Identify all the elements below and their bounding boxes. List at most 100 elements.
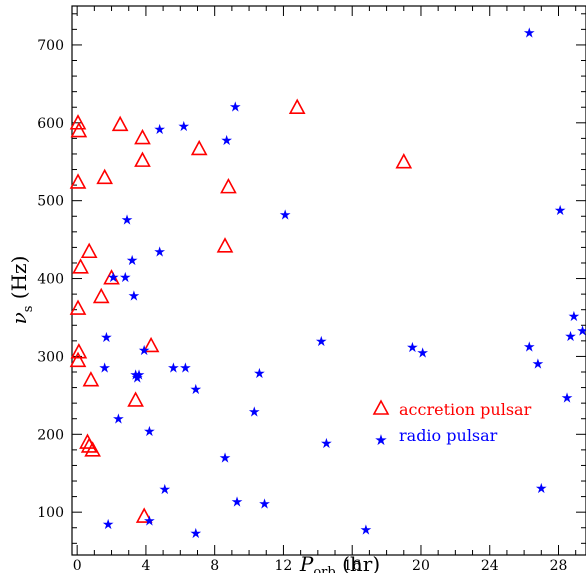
radio-pulsar-point: ★ [360, 522, 373, 538]
x-tick-label: 8 [210, 558, 219, 573]
radio-pulsar-point: ★ [100, 330, 113, 346]
accretion-pulsar-point [103, 269, 120, 285]
y-tick-label: 600 [37, 116, 64, 132]
radio-pulsar-point: ★ [258, 497, 271, 513]
radio-pulsar-point: ★ [98, 360, 111, 376]
radio-pulsar-point: ★ [143, 514, 156, 530]
accretion-pulsar-point [92, 287, 110, 304]
plot-frame [71, 5, 586, 556]
x-tick-label: 20 [412, 558, 430, 573]
accretion-pulsar-point [70, 121, 88, 138]
accretion-pulsar-point [69, 173, 87, 189]
radio-pulsar-point: ★ [179, 360, 192, 376]
accretion-pulsar-point [80, 242, 98, 259]
radio-pulsar-point: ★ [231, 494, 244, 510]
accretion-pulsar-point [134, 151, 151, 167]
accretion-pulsar-point [69, 114, 87, 130]
y-tick-label: 500 [37, 194, 64, 210]
accretion-pulsar-point [72, 258, 89, 274]
y-tick-label: 700 [37, 38, 64, 54]
radio-pulsar-point: ★ [406, 340, 419, 356]
y-tick-label: 400 [37, 272, 64, 288]
radio-pulsar-point: ★ [532, 356, 545, 372]
radio-pulsar-point: ★ [320, 436, 333, 452]
accretion-pulsar-point [69, 351, 87, 368]
radio-pulsar-point: ★ [177, 119, 190, 135]
radio-pulsar-point: ★ [128, 289, 141, 305]
x-tick-label: 24 [481, 558, 499, 573]
x-axis-label: Porb (hr) [299, 552, 380, 573]
radio-pulsar-point: ★ [121, 212, 134, 228]
radio-pulsar-point: ★ [219, 451, 232, 467]
accretion-pulsar-point [190, 139, 208, 156]
y-tick-label: 300 [37, 349, 64, 365]
accretion-pulsar-point [82, 371, 100, 387]
radio-pulsar-point: ★ [153, 122, 166, 138]
accretion-pulsar-point [216, 237, 234, 253]
radio-pulsar-point: ★ [102, 517, 115, 533]
radio-pulsar-point: ★ [119, 270, 132, 286]
radio-pulsar-point: ★ [576, 324, 586, 340]
accretion-pulsar-point [135, 507, 153, 523]
y-axis-label: νs (Hz) [7, 256, 36, 325]
radio-pulsar-point: ★ [133, 367, 146, 383]
radio-pulsar-point: ★ [129, 367, 142, 383]
radio-pulsar-point: ★ [189, 526, 202, 542]
radio-pulsar-point: ★ [279, 208, 292, 224]
legend-triangle-marker [372, 399, 390, 415]
accretion-pulsar-point [69, 299, 87, 315]
x-tick-label: 4 [141, 558, 150, 573]
radio-pulsar-point: ★ [220, 133, 233, 149]
accretion-pulsar-point [142, 336, 160, 353]
legend-item-accretion-pulsar: accretion pulsar [372, 399, 532, 419]
accretion-pulsar-point [127, 391, 144, 407]
accretion-pulsar-point [134, 128, 151, 145]
legend-label-radio-pulsar: radio pulsar [399, 426, 498, 445]
radio-pulsar-point: ★ [126, 253, 139, 269]
accretion-pulsar-point [70, 343, 88, 359]
legend-star-marker: ★ [374, 431, 387, 449]
radio-pulsar-point: ★ [107, 270, 120, 286]
accretion-pulsar-point [84, 441, 101, 457]
radio-pulsar-point: ★ [416, 346, 429, 362]
radio-pulsar-point: ★ [315, 334, 328, 350]
radio-pulsar-point: ★ [568, 309, 581, 325]
accretion-pulsar-point [395, 153, 413, 169]
radio-pulsar-point: ★ [523, 339, 536, 355]
radio-pulsar-point: ★ [229, 99, 242, 115]
radio-pulsar-point: ★ [561, 391, 574, 407]
radio-pulsar-point: ★ [159, 482, 172, 498]
axis-ticks [72, 6, 586, 555]
data-points: ★★★★★★ ★★★★★ ★★★★★★ ★ ★★ ★★★ ★ ★ ★★★★★★★★★★★★★★★… [69, 25, 586, 542]
radio-pulsar-point: ★ [131, 370, 144, 386]
radio-pulsar-point: ★ [535, 481, 548, 497]
radio-pulsar-point: ★ [189, 382, 202, 398]
legend-label-accretion-pulsar: accretion pulsar [399, 400, 532, 419]
accretion-pulsar-point [80, 437, 98, 453]
radio-pulsar-point: ★ [153, 244, 166, 260]
radio-pulsar-point: ★ [253, 366, 266, 382]
accretion-pulsar-point [288, 98, 306, 114]
radio-pulsar-point: ★ [138, 343, 151, 359]
y-tick-label: 200 [37, 427, 64, 443]
x-tick-label: 16 [343, 558, 361, 573]
x-tick-label: 12 [275, 558, 293, 573]
legend-item-radio-pulsar: ★ radio pulsar [374, 426, 497, 449]
radio-pulsar-point: ★ [564, 329, 577, 345]
x-tick-label: 28 [550, 558, 568, 573]
accretion-pulsar-point [220, 177, 237, 194]
x-tick-label: 0 [73, 558, 82, 573]
plot-border [71, 5, 586, 556]
y-tick-label: 100 [37, 505, 64, 521]
radio-pulsar-point: ★ [143, 424, 156, 440]
radio-pulsar-point: ★ [112, 412, 125, 428]
accretion-pulsar-point [96, 168, 114, 185]
legend: accretion pulsar ★ radio pulsar [372, 399, 532, 449]
accretion-pulsar-point [111, 115, 129, 132]
radio-pulsar-point: ★ [554, 203, 567, 219]
radio-pulsar-point: ★ [167, 360, 180, 376]
radio-pulsar-point: ★ [523, 25, 536, 41]
tick-labels: 0 4 8 12 16 20 24 28 100 200 300 400 500 600 700 [37, 38, 567, 573]
radio-pulsar-point: ★ [248, 405, 261, 421]
